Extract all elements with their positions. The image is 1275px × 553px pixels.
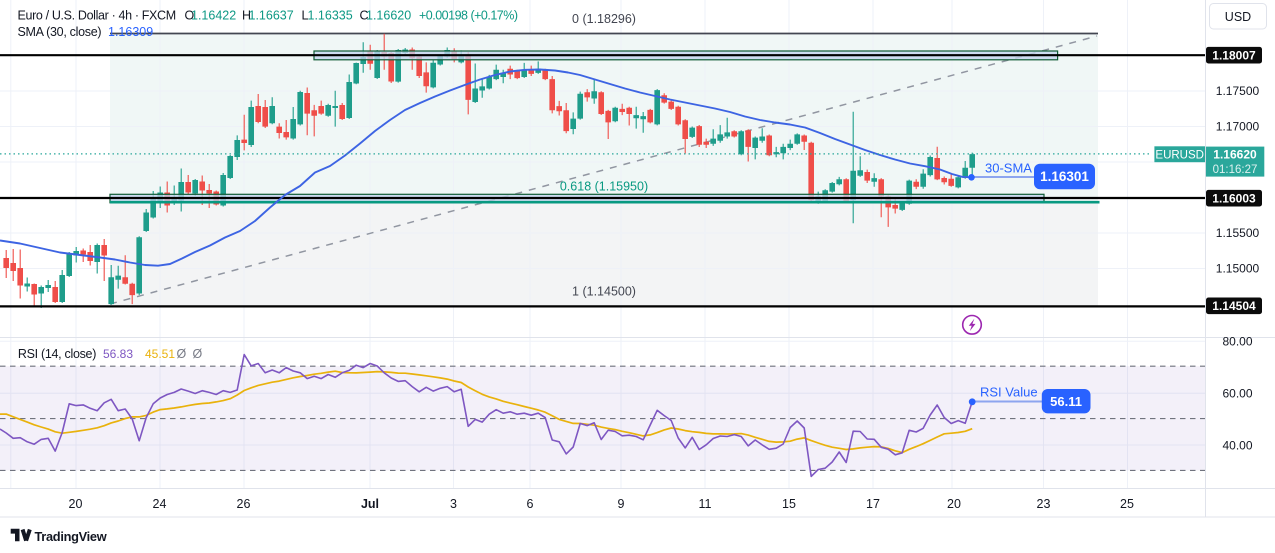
svg-text:01:16:27: 01:16:27 <box>1213 164 1258 176</box>
svg-text:1.16637: 1.16637 <box>249 9 294 23</box>
svg-text:80.00: 80.00 <box>1222 335 1252 349</box>
svg-text:RSI (14, close): RSI (14, close) <box>18 347 96 361</box>
svg-text:EURUSD: EURUSD <box>1155 149 1204 161</box>
svg-text:25: 25 <box>1120 497 1134 511</box>
svg-text:1.17000: 1.17000 <box>1216 120 1260 134</box>
svg-text:1.15000: 1.15000 <box>1216 261 1260 275</box>
svg-text:3: 3 <box>450 497 457 511</box>
svg-text:6: 6 <box>527 497 534 511</box>
svg-text:Jul: Jul <box>361 497 379 511</box>
svg-text:23: 23 <box>1037 497 1051 511</box>
svg-text:1.17500: 1.17500 <box>1216 84 1260 98</box>
svg-text:1.16309: 1.16309 <box>108 25 153 39</box>
svg-text:1.16620: 1.16620 <box>366 9 411 23</box>
svg-text:11: 11 <box>699 497 712 511</box>
svg-text:Euro / U.S. Dollar · 4h · FXCM: Euro / U.S. Dollar · 4h · FXCM <box>18 9 176 23</box>
svg-text:Ø: Ø <box>177 347 187 361</box>
svg-text:RSI Value: RSI Value <box>980 385 1038 400</box>
svg-text:1.18007: 1.18007 <box>1212 49 1256 63</box>
svg-text:1.15500: 1.15500 <box>1216 226 1260 240</box>
svg-text:60.00: 60.00 <box>1222 387 1252 401</box>
svg-text:H: H <box>242 9 251 23</box>
svg-text:30-SMA: 30-SMA <box>985 161 1032 176</box>
svg-text:56.83: 56.83 <box>103 347 133 361</box>
svg-text:1.14504: 1.14504 <box>1212 299 1256 313</box>
svg-text:26: 26 <box>237 497 251 511</box>
svg-text:9: 9 <box>618 497 625 511</box>
svg-text:L: L <box>302 9 309 23</box>
svg-text:24: 24 <box>153 497 167 511</box>
svg-text:TradingView: TradingView <box>35 529 107 544</box>
svg-text:0.618 (1.15950): 0.618 (1.15950) <box>560 180 648 194</box>
svg-text:+0.00198 (+0.17%): +0.00198 (+0.17%) <box>419 9 518 23</box>
svg-text:SMA (30, close): SMA (30, close) <box>18 25 102 39</box>
svg-text:0 (1.18296): 0 (1.18296) <box>572 12 636 26</box>
svg-text:1.16301: 1.16301 <box>1040 169 1089 184</box>
svg-text:1 (1.14500): 1 (1.14500) <box>572 285 636 299</box>
svg-text:56.11: 56.11 <box>1050 394 1082 409</box>
svg-text:O: O <box>185 9 195 23</box>
svg-text:Ø: Ø <box>193 347 203 361</box>
svg-text:1.16422: 1.16422 <box>191 9 236 23</box>
svg-text:1.16335: 1.16335 <box>308 9 353 23</box>
svg-text:1.16003: 1.16003 <box>1212 192 1256 206</box>
svg-text:45.51: 45.51 <box>145 347 175 361</box>
svg-text:1.16620: 1.16620 <box>1213 148 1257 162</box>
svg-text:17: 17 <box>866 497 880 511</box>
svg-text:C: C <box>360 9 369 23</box>
svg-text:20: 20 <box>69 497 83 511</box>
svg-text:20: 20 <box>947 497 961 511</box>
svg-text:40.00: 40.00 <box>1222 438 1252 452</box>
svg-text:15: 15 <box>782 497 796 511</box>
svg-text:USD: USD <box>1225 10 1251 24</box>
